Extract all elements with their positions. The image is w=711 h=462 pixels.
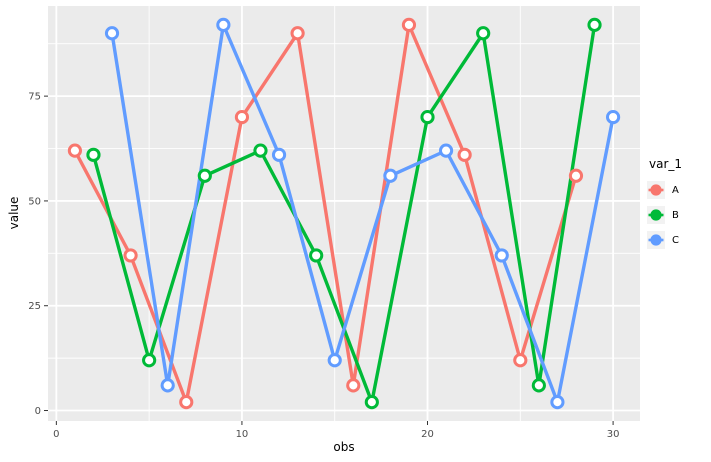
legend-title: var_1: [649, 157, 683, 171]
data-point-A: [457, 147, 472, 162]
data-point-A: [513, 353, 528, 368]
data-point-A: [401, 17, 417, 32]
data-point-B: [476, 26, 491, 41]
data-point-A: [67, 143, 83, 158]
data-point-B: [197, 168, 212, 183]
series-line-C: [110, 23, 615, 404]
y-tick-label: 0: [35, 406, 41, 417]
data-point-A: [179, 395, 194, 410]
legend-items: A B C: [647, 181, 682, 249]
data-point-A: [123, 248, 138, 263]
data-point-B: [142, 353, 157, 368]
y-tick-label: 75: [28, 92, 41, 103]
data-point-A: [568, 168, 584, 183]
data-point-C: [160, 378, 175, 393]
legend-item-B: B: [647, 206, 682, 224]
x-axis-title: obs: [333, 440, 355, 454]
data-point-B: [531, 378, 546, 393]
legend-key-icon: [647, 231, 665, 249]
data-point-B: [309, 248, 324, 263]
data-point-C: [271, 147, 287, 162]
x-tick-label: 0: [53, 429, 59, 440]
data-point-A: [234, 109, 250, 125]
data-point-A: [290, 26, 305, 41]
legend-item-label: C: [672, 234, 679, 246]
data-point-C: [383, 168, 398, 183]
data-point-C: [327, 353, 342, 368]
data-point-C: [550, 395, 565, 410]
legend-key-icon: [647, 206, 665, 224]
x-tick-label: 20: [421, 429, 434, 440]
data-point-B: [420, 109, 435, 125]
data-point-C: [104, 26, 120, 41]
y-axis-title: value: [7, 196, 21, 230]
legend-item-label: A: [672, 184, 679, 196]
data-point-C: [605, 109, 621, 125]
data-point-B: [587, 17, 602, 32]
legend-item-C: C: [647, 231, 682, 249]
y-tick-label: 25: [28, 301, 41, 312]
legend-key-icon: [647, 181, 665, 199]
plot-panel: [48, 6, 640, 421]
data-point-C: [494, 248, 509, 263]
data-point-B: [253, 143, 268, 158]
data-point-B: [86, 147, 101, 162]
data-point-C: [438, 143, 454, 158]
data-point-C: [216, 17, 231, 32]
data-point-B: [364, 395, 379, 410]
legend-item-A: A: [647, 181, 682, 199]
x-tick-label: 10: [236, 429, 249, 440]
data-point-A: [346, 378, 361, 393]
legend-item-label: B: [672, 209, 679, 221]
y-tick-label: 50: [28, 196, 41, 207]
x-tick-label: 30: [607, 429, 620, 440]
legend: var_1 A B C: [647, 157, 682, 256]
